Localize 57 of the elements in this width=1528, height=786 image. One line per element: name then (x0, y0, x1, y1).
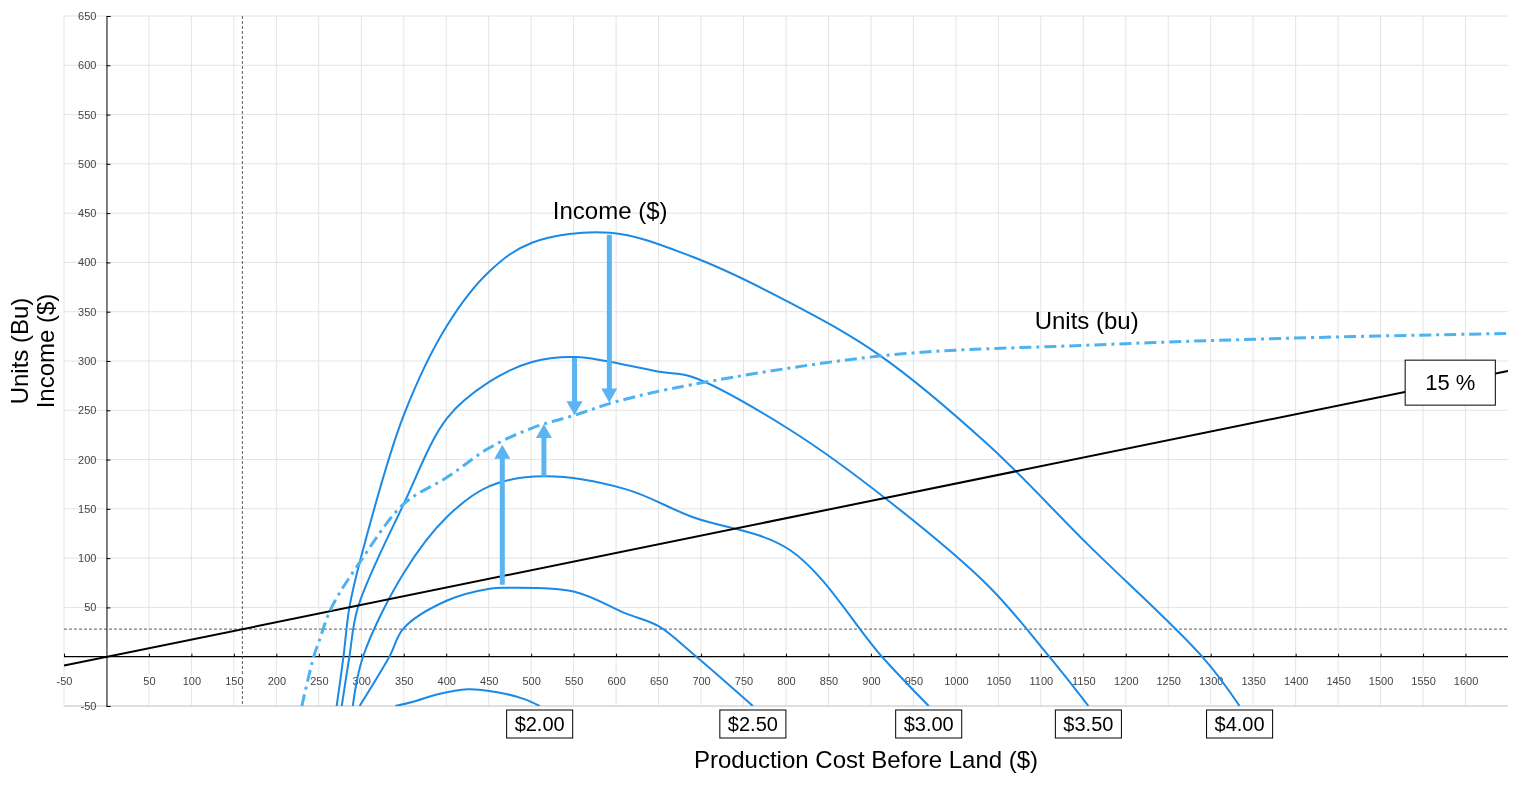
x-tick-label: 150 (225, 674, 244, 687)
x-tick-label: 1450 (1326, 674, 1351, 687)
x-tick-label: 1600 (1453, 674, 1479, 687)
series-label: 15 % (1425, 370, 1476, 396)
x-tick-label: 50 (143, 674, 156, 687)
x-tick-label: 1400 (1283, 674, 1309, 687)
series-label: $3.50 (1063, 713, 1114, 735)
x-tick-label: 350 (395, 674, 414, 687)
x-tick-label: 1050 (986, 674, 1012, 687)
x-tick-label: 700 (692, 674, 711, 687)
y-tick-label: 150 (78, 502, 97, 515)
x-tick-label: -50 (56, 674, 73, 687)
x-tick-label: 600 (607, 674, 626, 687)
x-tick-label: 900 (862, 674, 881, 687)
x-tick-label: 250 (310, 674, 329, 687)
x-tick-label: 800 (777, 674, 796, 687)
x-tick-label: 450 (480, 674, 499, 687)
x-tick-label: 1350 (1241, 674, 1266, 687)
x-tick-label: 100 (182, 674, 202, 687)
x-tick-label: 500 (522, 674, 541, 687)
x-tick-label: 1550 (1411, 674, 1436, 687)
line-series (394, 688, 541, 706)
y-tick-label: 250 (78, 404, 97, 417)
x-tick-label: 1250 (1156, 674, 1181, 687)
y-tick-label: 600 (78, 59, 97, 72)
x-tick-label: 1500 (1368, 674, 1394, 687)
x-tick-label: 1200 (1114, 674, 1139, 687)
annotation: Income ($) (552, 196, 668, 224)
y-tick-label: 500 (78, 157, 97, 170)
x-tick-label: 200 (267, 674, 287, 687)
x-tick-label: 750 (734, 674, 754, 687)
series-label: $2.50 (727, 713, 778, 735)
y-tick-label: 50 (84, 601, 97, 614)
y-tick-label: 450 (78, 207, 97, 220)
x-tick-label: 1100 (1029, 674, 1054, 687)
series-label: $4.00 (1214, 713, 1265, 735)
x-tick-label: 1150 (1071, 674, 1096, 687)
line-series (351, 475, 930, 706)
y-tick-label: 100 (78, 552, 97, 565)
line-series (335, 231, 1241, 706)
y-axis-title: Units (Bu) Income ($) (6, 293, 59, 409)
y-tick-label: 550 (78, 108, 97, 121)
x-tick-label: 850 (819, 674, 839, 687)
y-tick-label: 200 (78, 453, 97, 466)
y-tick-label: 650 (78, 10, 97, 23)
x-axis-title: Production Cost Before Land ($) (693, 746, 1039, 773)
x-tick-label: 550 (564, 674, 584, 687)
annotation: Units (bu) (1034, 307, 1139, 335)
x-tick-label: 650 (649, 674, 669, 687)
y-tick-label: 350 (78, 305, 97, 318)
series-label: $2.00 (514, 713, 565, 735)
y-tick-label: 400 (78, 256, 97, 269)
y-tick-label: -50 (80, 700, 97, 713)
x-tick-label: 400 (437, 674, 456, 687)
y-tick-label: 300 (78, 355, 97, 368)
series-label: $3.00 (903, 713, 954, 735)
x-tick-label: 1000 (944, 674, 969, 687)
